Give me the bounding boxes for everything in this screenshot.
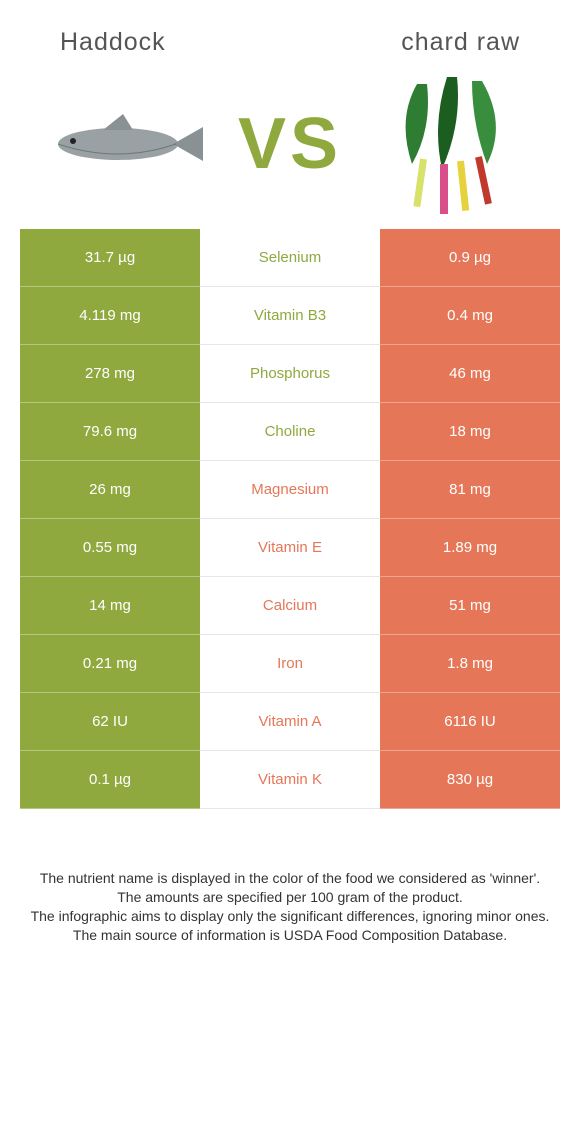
nutrient-label: Vitamin A [200, 693, 380, 751]
haddock-image [48, 79, 208, 209]
right-value: 1.89 mg [380, 519, 560, 577]
chard-image [372, 79, 532, 209]
left-value: 0.21 mg [20, 635, 200, 693]
footer-line: The infographic aims to display only the… [18, 907, 562, 926]
right-value: 51 mg [380, 577, 560, 635]
nutrient-label: Magnesium [200, 461, 380, 519]
chard-icon [377, 69, 527, 219]
left-value: 26 mg [20, 461, 200, 519]
nutrient-label: Vitamin B3 [200, 287, 380, 345]
left-value: 79.6 mg [20, 403, 200, 461]
table-row: 4.119 mgVitamin B30.4 mg [20, 287, 560, 345]
table-row: 0.1 µgVitamin K830 µg [20, 751, 560, 809]
left-value: 14 mg [20, 577, 200, 635]
footer-line: The main source of information is USDA F… [18, 926, 562, 945]
left-value: 0.55 mg [20, 519, 200, 577]
vs-label: VS [238, 103, 342, 185]
left-value: 278 mg [20, 345, 200, 403]
nutrient-label: Vitamin K [200, 751, 380, 809]
table-row: 79.6 mgCholine18 mg [20, 403, 560, 461]
left-value: 0.1 µg [20, 751, 200, 809]
header-row: Haddock chard raw [0, 0, 580, 69]
footer-notes: The nutrient name is displayed in the co… [0, 809, 580, 945]
table-row: 278 mgPhosphorus46 mg [20, 345, 560, 403]
left-value: 31.7 µg [20, 229, 200, 287]
left-value: 62 IU [20, 693, 200, 751]
food-left-title: Haddock [60, 28, 166, 57]
table-row: 0.55 mgVitamin E1.89 mg [20, 519, 560, 577]
food-right-title: chard raw [401, 28, 520, 57]
nutrient-label: Phosphorus [200, 345, 380, 403]
footer-line: The nutrient name is displayed in the co… [18, 869, 562, 888]
nutrient-label: Iron [200, 635, 380, 693]
nutrient-label: Vitamin E [200, 519, 380, 577]
table-row: 14 mgCalcium51 mg [20, 577, 560, 635]
infographic-container: Haddock chard raw VS 31 [0, 0, 580, 945]
left-value: 4.119 mg [20, 287, 200, 345]
right-value: 0.9 µg [380, 229, 560, 287]
right-value: 81 mg [380, 461, 560, 519]
vs-row: VS [0, 69, 580, 229]
footer-line: The amounts are specified per 100 gram o… [18, 888, 562, 907]
right-value: 830 µg [380, 751, 560, 809]
table-row: 31.7 µgSelenium0.9 µg [20, 229, 560, 287]
right-value: 46 mg [380, 345, 560, 403]
right-value: 0.4 mg [380, 287, 560, 345]
right-value: 1.8 mg [380, 635, 560, 693]
fish-icon [48, 109, 208, 179]
table-row: 62 IUVitamin A6116 IU [20, 693, 560, 751]
nutrient-label: Choline [200, 403, 380, 461]
nutrient-table: 31.7 µgSelenium0.9 µg4.119 mgVitamin B30… [20, 229, 560, 809]
table-row: 26 mgMagnesium81 mg [20, 461, 560, 519]
table-row: 0.21 mgIron1.8 mg [20, 635, 560, 693]
right-value: 6116 IU [380, 693, 560, 751]
nutrient-label: Selenium [200, 229, 380, 287]
nutrient-label: Calcium [200, 577, 380, 635]
right-value: 18 mg [380, 403, 560, 461]
